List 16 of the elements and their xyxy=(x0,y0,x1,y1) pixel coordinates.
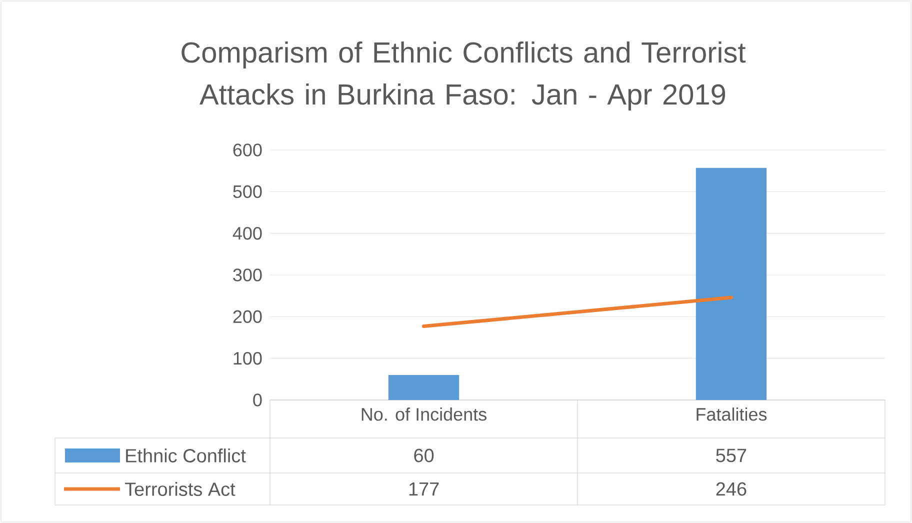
data-label: 246 xyxy=(716,482,746,496)
y-tick-label: 600 xyxy=(233,144,262,156)
legend-label: Ethnic Conflict xyxy=(126,448,246,462)
y-tick-label: 100 xyxy=(234,352,262,365)
y-tick-label: 0 xyxy=(253,394,262,406)
data-label: 557 xyxy=(716,448,746,462)
y-tick-label: 300 xyxy=(233,268,262,282)
y-tick-label: 200 xyxy=(233,310,262,324)
data-label: 60 xyxy=(414,448,434,462)
y-tick-label: 400 xyxy=(232,226,262,240)
x-tick-label: No. of Incidents xyxy=(362,408,486,421)
data-label: 177 xyxy=(409,482,439,496)
chart-title: Comparism of Ethnic Conflicts and Terrorist Attacks in Burkina Faso: Jan - Apr 2019 xyxy=(182,41,746,111)
legend-label: Terrorists Act xyxy=(124,482,236,496)
x-tick-label: Fatalities xyxy=(696,408,767,421)
y-tick-label: 500 xyxy=(233,185,262,198)
